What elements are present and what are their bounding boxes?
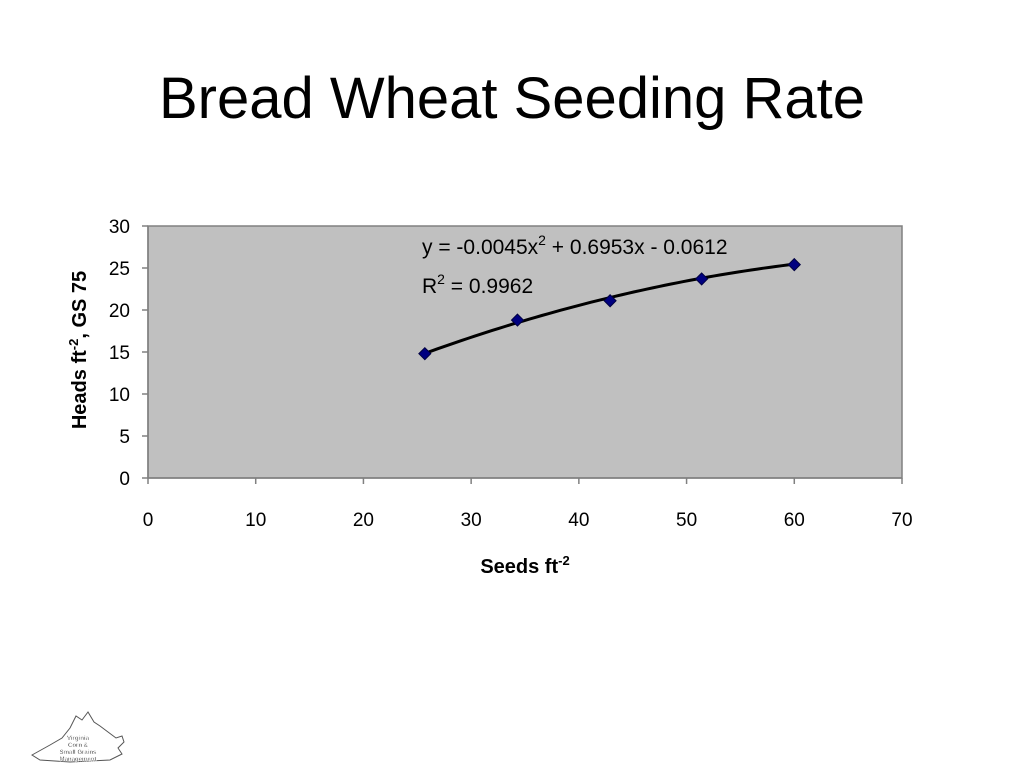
svg-text:Small Grains: Small Grains xyxy=(60,750,97,756)
logo-text: Virginia Corn & Small Grains Management xyxy=(59,736,97,763)
data-point xyxy=(787,257,801,272)
y-tick-label: 0 xyxy=(119,469,130,490)
x-axis-ticks: 0 10 20 30 40 50 60 70 xyxy=(143,478,913,531)
svg-text:Corn &: Corn & xyxy=(68,743,89,749)
data-point xyxy=(418,346,432,361)
r-squared-label: R2 = 0.9962 xyxy=(422,271,533,298)
y-tick-label: 30 xyxy=(109,217,130,238)
plot-area xyxy=(147,225,903,479)
y-tick-label: 20 xyxy=(109,301,130,322)
chart: 0 5 10 15 20 25 30 0 10 20 30 40 50 60 70 y = -0.0045… xyxy=(66,217,913,578)
y-tick-label: 5 xyxy=(119,427,130,448)
x-axis-title: Seeds ft-2 xyxy=(480,553,569,578)
svg-text:Management: Management xyxy=(60,757,97,763)
x-tick-label: 30 xyxy=(461,510,482,531)
x-tick-label: 70 xyxy=(891,510,912,531)
x-tick-label: 10 xyxy=(245,510,266,531)
y-tick-label: 10 xyxy=(109,385,130,406)
svg-text:Virginia: Virginia xyxy=(67,736,90,742)
virginia-state-outline xyxy=(31,711,125,763)
y-tick-label: 15 xyxy=(109,343,130,364)
y-axis-title: Heads ft-2, GS 75 xyxy=(66,271,91,429)
slide-title: Bread Wheat Seeding Rate xyxy=(158,66,866,131)
virginia-logo: Virginia Corn & Small Grains Management xyxy=(31,711,125,763)
x-tick-label: 50 xyxy=(676,510,697,531)
y-axis-ticks: 0 5 10 15 20 25 30 xyxy=(109,217,148,490)
x-tick-label: 40 xyxy=(568,510,589,531)
data-point xyxy=(694,272,709,286)
data-point xyxy=(510,313,525,327)
y-tick-label: 25 xyxy=(109,259,130,280)
trendline-equation: y = -0.0045x2 + 0.6953x - 0.0612 xyxy=(422,232,728,259)
x-tick-label: 0 xyxy=(143,510,154,531)
data-point xyxy=(603,294,617,308)
data-points xyxy=(418,257,801,361)
x-tick-label: 20 xyxy=(353,510,374,531)
x-tick-label: 60 xyxy=(784,510,805,531)
